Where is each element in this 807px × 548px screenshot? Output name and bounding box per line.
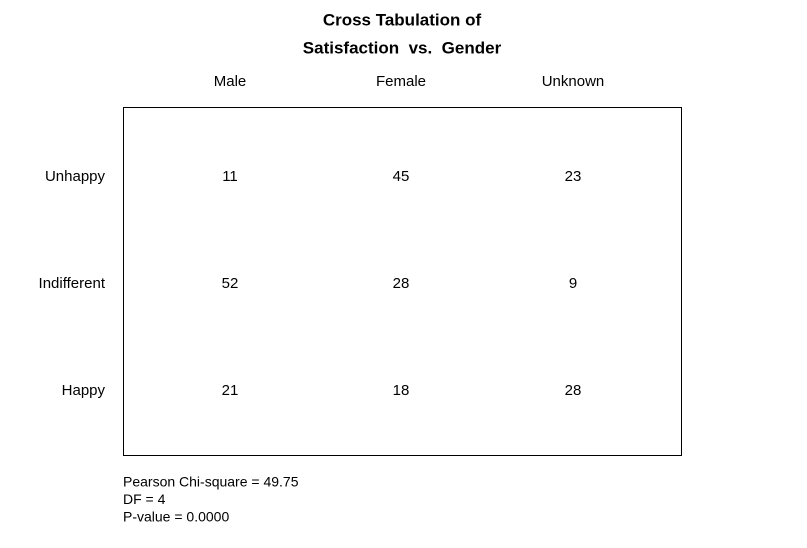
row-label: Unhappy (45, 168, 106, 185)
cell-value: 52 (222, 275, 239, 292)
column-header: Male (214, 73, 247, 90)
stat-line: Pearson Chi-square = 49.75 (123, 474, 299, 490)
column-header: Female (376, 73, 426, 90)
cell-value: 23 (565, 168, 582, 185)
stat-line: DF = 4 (123, 491, 166, 507)
row-label: Indifferent (39, 275, 106, 292)
table-frame (123, 107, 682, 456)
cell-value: 45 (393, 168, 410, 185)
cell-value: 11 (222, 168, 238, 185)
column-header: Unknown (542, 73, 605, 90)
title-line: Satisfaction vs. Gender (303, 38, 502, 57)
cell-value: 28 (393, 275, 410, 292)
stat-line: P-value = 0.0000 (123, 509, 229, 525)
cell-value: 28 (565, 382, 582, 399)
cell-value: 9 (569, 275, 577, 292)
title-line: Cross Tabulation of (323, 10, 482, 29)
cell-value: 18 (393, 382, 410, 399)
cell-value: 21 (222, 382, 239, 399)
row-label: Happy (62, 382, 106, 399)
